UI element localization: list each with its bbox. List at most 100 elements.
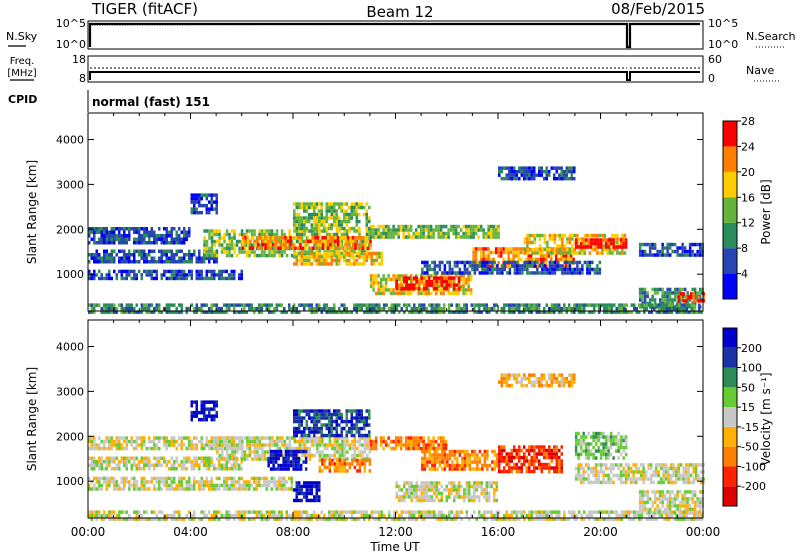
heatmap-cell xyxy=(556,267,559,272)
heatmap-cell xyxy=(494,247,498,251)
heatmap-cell xyxy=(673,291,677,295)
heatmap-cell xyxy=(253,310,256,314)
heatmap-cell xyxy=(235,239,239,244)
heatmap-cell xyxy=(353,205,356,210)
heatmap-cell xyxy=(446,460,449,464)
heatmap-cell xyxy=(375,251,378,256)
heatmap-cell xyxy=(346,243,350,247)
heatmap-cell xyxy=(587,480,590,485)
heatmap-cell xyxy=(571,260,574,265)
heatmap-cell xyxy=(178,273,181,277)
heatmap-cell xyxy=(128,256,131,260)
heatmap-cell xyxy=(577,452,580,457)
heatmap-cell xyxy=(373,258,376,263)
heatmap-cell xyxy=(513,176,516,181)
heatmap-cell xyxy=(218,229,221,233)
heatmap-cell xyxy=(90,480,93,484)
heatmap-cell xyxy=(178,463,181,467)
heatmap-cell xyxy=(612,480,615,485)
heatmap-cell xyxy=(98,269,101,274)
heatmap-cell xyxy=(338,255,341,259)
heatmap-cell xyxy=(491,260,494,265)
heatmap-cell xyxy=(448,449,452,454)
heatmap-cell xyxy=(603,244,607,248)
heatmap-cell xyxy=(479,228,483,232)
heatmap-cell xyxy=(180,303,183,307)
heatmap-cell xyxy=(200,446,203,451)
heatmap-cell xyxy=(428,467,432,471)
heatmap-cell xyxy=(469,228,473,232)
heatmap-cell xyxy=(447,288,450,292)
heatmap-cell xyxy=(523,455,526,460)
heatmap-cell xyxy=(358,251,361,256)
heatmap-cell xyxy=(296,236,300,240)
heatmap-cell xyxy=(125,273,128,277)
heatmap-cell xyxy=(170,227,173,231)
heatmap-cell xyxy=(220,483,223,488)
heatmap-cell xyxy=(558,247,562,252)
heatmap-cell xyxy=(210,269,213,274)
heatmap-cell xyxy=(493,303,496,307)
heatmap-cell xyxy=(345,246,349,251)
heatmap-cell xyxy=(394,446,398,451)
heatmap-cell xyxy=(573,169,576,174)
heatmap-cell xyxy=(594,466,598,471)
heatmap-cell xyxy=(353,212,356,217)
heatmap-cell xyxy=(573,267,577,272)
heatmap-cell xyxy=(622,245,625,249)
y-tick-label: 3000 xyxy=(56,178,84,191)
heatmap-cell xyxy=(462,288,465,292)
heatmap-cell xyxy=(309,246,312,250)
heatmap-cell xyxy=(379,288,383,292)
heatmap-cell xyxy=(422,235,425,239)
heatmap-cell xyxy=(365,251,368,256)
heatmap-cell xyxy=(533,466,536,470)
heatmap-cell xyxy=(582,466,585,471)
heatmap-cell xyxy=(570,173,573,177)
heatmap-cell xyxy=(586,233,589,238)
heatmap-cell xyxy=(105,230,108,234)
heatmap-cell xyxy=(451,449,454,454)
heatmap-cell xyxy=(528,176,531,181)
heatmap-cell xyxy=(503,303,506,307)
heatmap-cell xyxy=(287,467,290,471)
heatmap-cell xyxy=(523,173,526,177)
nave-label: Nave xyxy=(746,64,774,77)
heatmap-cell xyxy=(218,483,221,488)
heatmap-cell xyxy=(690,303,693,307)
heatmap-cell xyxy=(193,203,196,208)
heatmap-cell xyxy=(295,310,298,314)
heatmap-cell xyxy=(168,303,171,307)
heatmap-cell xyxy=(190,193,193,197)
heatmap-cell xyxy=(638,310,641,314)
heatmap-cell xyxy=(228,460,231,464)
heatmap-cell xyxy=(180,310,183,314)
heatmap-cell xyxy=(365,226,368,231)
heatmap-cell xyxy=(480,303,483,307)
power-colorbar-label: Power [dB] xyxy=(759,179,773,244)
heatmap-cell xyxy=(93,241,96,245)
heatmap-cell xyxy=(98,483,101,488)
heatmap-cell xyxy=(566,267,569,272)
heatmap-cell xyxy=(180,241,183,245)
heatmap-cell xyxy=(508,459,511,463)
heatmap-cell xyxy=(283,476,286,481)
heatmap-cell xyxy=(700,310,703,314)
heatmap-cell xyxy=(534,264,538,269)
heatmap-cell xyxy=(668,306,671,311)
heatmap-cell xyxy=(203,463,206,467)
heatmap-cell xyxy=(543,452,546,456)
heatmap-cell xyxy=(500,448,503,453)
heatmap-cell xyxy=(313,439,317,444)
heatmap-cell xyxy=(256,246,260,250)
heatmap-cell xyxy=(265,236,269,240)
heatmap-cell xyxy=(238,439,242,444)
heatmap-cell xyxy=(447,274,450,278)
heatmap-cell xyxy=(523,169,526,174)
heatmap-cell xyxy=(676,287,679,292)
heatmap-cell xyxy=(220,446,223,451)
heatmap-cell xyxy=(180,467,183,471)
heatmap-cell xyxy=(573,310,576,314)
heatmap-cell xyxy=(573,176,576,181)
heatmap-cell xyxy=(484,231,488,236)
